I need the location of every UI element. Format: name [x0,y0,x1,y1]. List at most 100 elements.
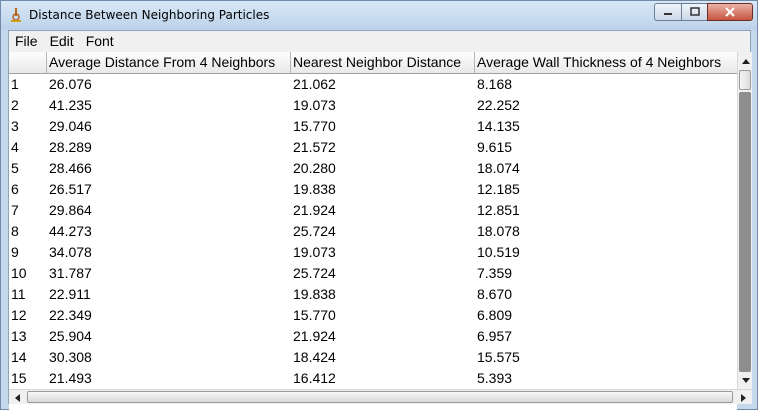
menu-bar: File Edit Font [9,31,750,51]
wall-thickness-cell: 6.957 [477,328,513,344]
wall-thickness-cell: 5.393 [477,370,513,386]
avg-distance-cell: 30.308 [49,349,92,365]
row-index-cell: 2 [11,97,19,113]
avg-distance-cell: 28.466 [49,160,92,176]
row-index-cell: 1 [11,76,19,92]
table-row[interactable]: 1 26.076 21.062 8.168 [9,74,737,95]
column-header-nearest-distance[interactable]: Nearest Neighbor Distance [291,52,475,73]
table-row[interactable]: 12 22.349 15.770 6.809 [9,305,737,326]
imagej-microscope-icon [11,8,21,22]
title-bar[interactable]: Distance Between Neighboring Particles [1,1,757,30]
horizontal-scrollbar[interactable] [9,389,752,404]
minimize-icon [664,13,672,15]
window-controls [654,3,753,23]
nearest-distance-cell: 19.073 [293,244,336,260]
nearest-distance-cell: 15.770 [293,307,336,323]
row-index-cell: 15 [11,370,27,386]
table-row[interactable]: 8 44.273 25.724 18.078 [9,221,737,242]
arrow-down-icon [741,377,750,383]
table-row[interactable]: 7 29.864 21.924 12.851 [9,200,737,221]
table-row[interactable]: 13 25.904 21.924 6.957 [9,326,737,347]
maximize-button[interactable] [681,3,707,21]
nearest-distance-cell: 20.280 [293,160,336,176]
table-row[interactable]: 2 41.235 19.073 22.252 [9,95,737,116]
wall-thickness-cell: 8.670 [477,286,513,302]
wall-thickness-cell: 10.519 [477,244,520,260]
nearest-distance-cell: 25.724 [293,265,336,281]
row-index-cell: 7 [11,202,19,218]
avg-distance-cell: 21.493 [49,370,92,386]
nearest-distance-cell: 16.412 [293,370,336,386]
wall-thickness-cell: 15.575 [477,349,520,365]
window-client-area: File Edit Font Average Distance From 4 N… [8,30,752,416]
row-index-cell: 6 [11,181,19,197]
column-header-index[interactable] [9,52,47,73]
row-index-cell: 8 [11,223,19,239]
wall-thickness-cell: 12.185 [477,181,520,197]
nearest-distance-cell: 18.424 [293,349,336,365]
menu-font[interactable]: Font [85,33,114,49]
table-row[interactable]: 5 28.466 20.280 18.074 [9,158,737,179]
avg-distance-cell: 29.864 [49,202,92,218]
scroll-up-button[interactable] [738,52,753,69]
wall-thickness-cell: 8.168 [477,76,513,92]
scroll-left-button[interactable] [9,389,24,406]
avg-distance-cell: 29.046 [49,118,92,134]
avg-distance-cell: 26.076 [49,76,92,92]
nearest-distance-cell: 19.838 [293,286,336,302]
vertical-scroll-thumb[interactable] [739,70,751,90]
nearest-distance-cell: 19.838 [293,181,336,197]
row-index-cell: 4 [11,139,19,155]
nearest-distance-cell: 21.924 [293,328,336,344]
horizontal-scroll-thumb[interactable] [27,391,733,403]
avg-distance-cell: 25.904 [49,328,92,344]
vertical-scrollbar[interactable] [737,52,752,389]
scroll-down-button[interactable] [738,372,753,389]
vertical-scroll-track[interactable] [739,92,751,372]
avg-distance-cell: 28.289 [49,139,92,155]
row-index-cell: 11 [11,286,26,302]
column-header-wall-thickness[interactable]: Average Wall Thickness of 4 Neighbors [477,54,722,70]
row-index-cell: 12 [11,307,27,323]
close-icon [725,7,735,17]
menu-edit[interactable]: Edit [49,33,74,49]
table-header: Average Distance From 4 Neighbors Neares… [9,52,737,74]
row-index-cell: 3 [11,118,19,134]
wall-thickness-cell: 6.809 [477,307,513,323]
row-index-cell: 5 [11,160,19,176]
nearest-distance-cell: 25.724 [293,223,336,239]
arrow-up-icon [741,58,750,64]
table-row[interactable]: 6 26.517 19.838 12.185 [9,179,737,200]
avg-distance-cell: 22.911 [49,286,91,302]
wall-thickness-cell: 14.135 [477,118,520,134]
row-index-cell: 10 [11,265,27,281]
arrow-right-icon [740,393,746,402]
table-row[interactable]: 14 30.308 18.424 15.575 [9,347,737,368]
wall-thickness-cell: 18.078 [477,223,520,239]
nearest-distance-cell: 21.062 [293,76,336,92]
avg-distance-cell: 26.517 [49,181,92,197]
nearest-distance-cell: 21.572 [293,139,336,155]
nearest-distance-cell: 21.924 [293,202,336,218]
wall-thickness-cell: 18.074 [477,160,520,176]
avg-distance-cell: 31.787 [49,265,92,281]
results-table[interactable]: Average Distance From 4 Neighbors Neares… [9,52,737,416]
column-header-avg-distance[interactable]: Average Distance From 4 Neighbors [47,52,291,73]
minimize-button[interactable] [654,3,681,21]
avg-distance-cell: 34.078 [49,244,92,260]
table-row[interactable]: 9 34.078 19.073 10.519 [9,242,737,263]
table-row[interactable]: 10 31.787 25.724 7.359 [9,263,737,284]
wall-thickness-cell: 9.615 [477,139,513,155]
table-row[interactable]: 11 22.911 19.838 8.670 [9,284,737,305]
table-row[interactable]: 3 29.046 15.770 14.135 [9,116,737,137]
close-button[interactable] [707,3,753,21]
wall-thickness-cell: 12.851 [477,202,520,218]
nearest-distance-cell: 15.770 [293,118,336,134]
table-row[interactable]: 15 21.493 16.412 5.393 [9,368,737,389]
table-row[interactable]: 4 28.289 21.572 9.615 [9,137,737,158]
wall-thickness-cell: 7.359 [477,265,513,281]
scroll-right-button[interactable] [736,389,751,406]
menu-file[interactable]: File [15,33,38,49]
arrow-left-icon [14,393,20,402]
